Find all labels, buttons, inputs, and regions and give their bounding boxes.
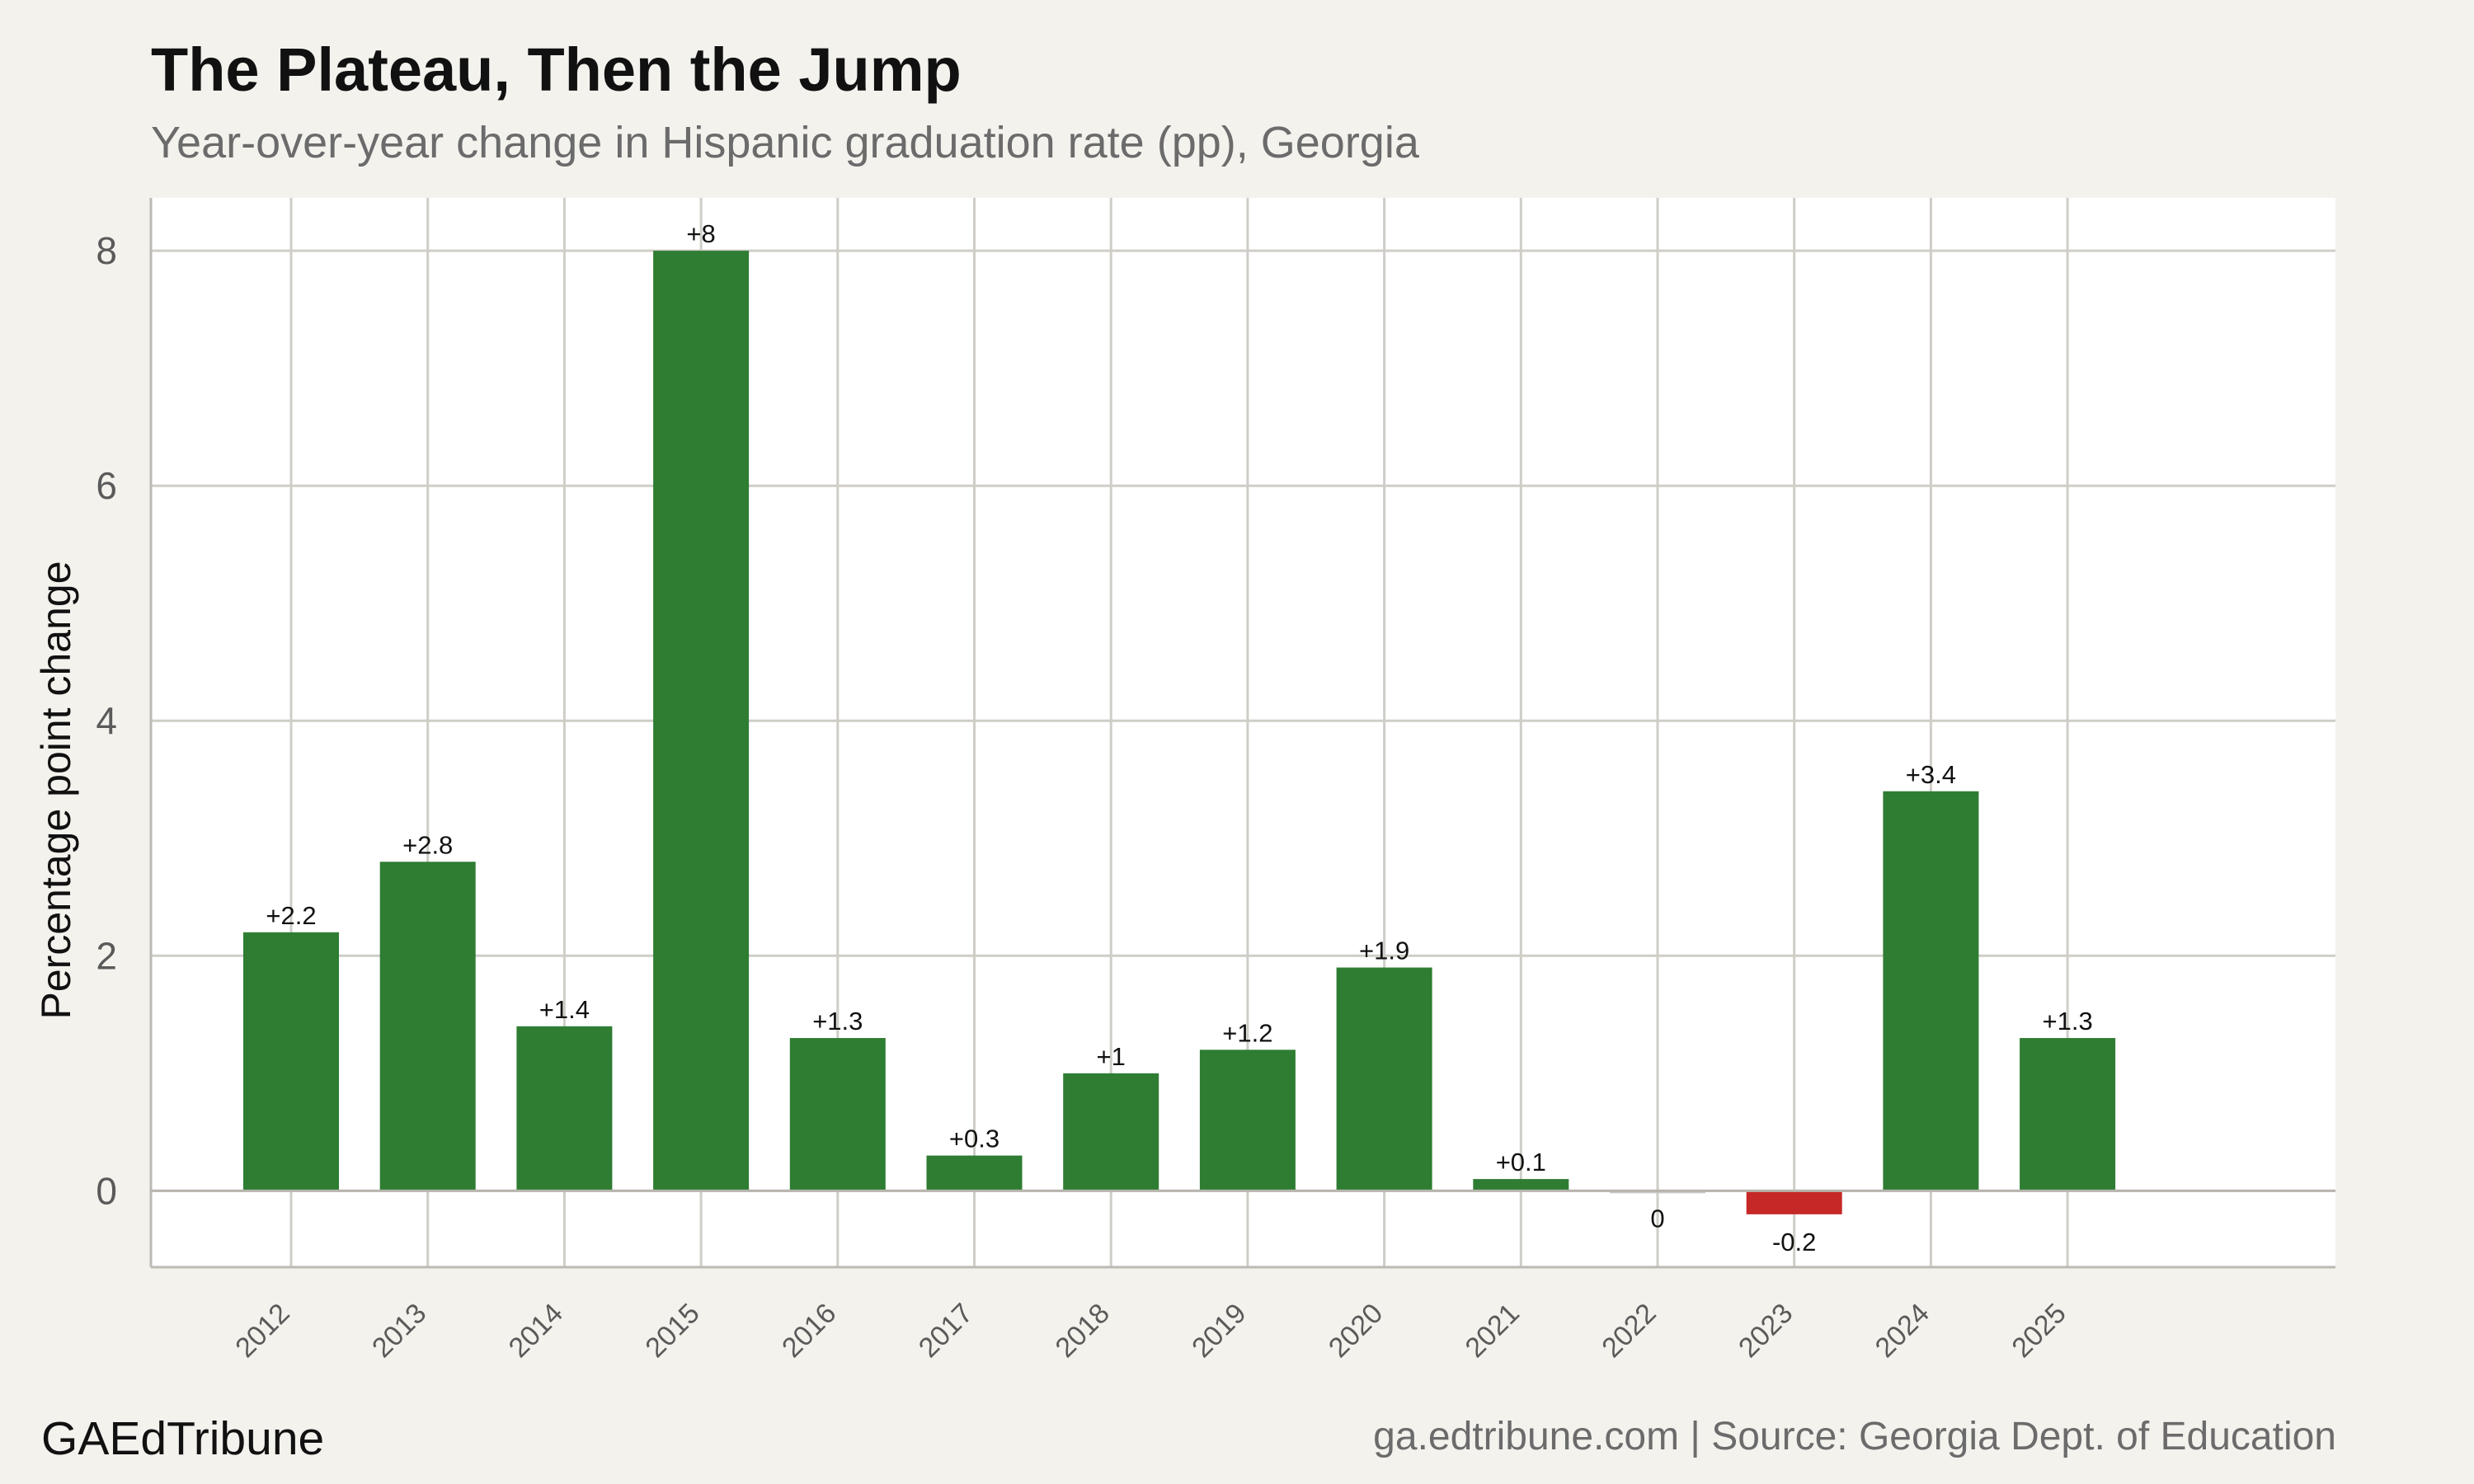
x-tick-label: 2018: [1050, 1298, 1116, 1364]
bar-value-label: +1.9: [1359, 937, 1409, 965]
bar-value-label: +1.4: [539, 995, 590, 1024]
source-credit: ga.edtribune.com | Source: Georgia Dept.…: [1373, 1415, 2336, 1458]
bar: [653, 251, 750, 1191]
x-tick-label: 2015: [639, 1298, 705, 1364]
chart-subtitle: Year-over-year change in Hispanic gradua…: [151, 118, 1419, 167]
bar: [926, 1155, 1023, 1191]
x-tick-label: 2025: [2006, 1298, 2072, 1364]
brand-logo-text: GAEdTribune: [41, 1412, 325, 1465]
bar-value-label: +3.4: [1906, 760, 1956, 789]
x-tick-label: 2020: [1323, 1298, 1389, 1364]
bar-value-label: -0.2: [1772, 1228, 1816, 1256]
y-tick-label: 4: [96, 699, 117, 742]
bar: [1063, 1073, 1159, 1191]
y-tick-label: 8: [96, 229, 117, 272]
x-tick-label: 2021: [1460, 1298, 1526, 1364]
y-axis-title: Percentage point change: [33, 561, 79, 1020]
y-tick-label: 0: [96, 1169, 117, 1212]
bar: [1883, 791, 1979, 1191]
x-tick-label: 2023: [1733, 1298, 1799, 1364]
bar-value-label: +1.3: [812, 1007, 863, 1036]
bar-value-label: +8: [686, 219, 715, 248]
x-tick-label: 2019: [1186, 1298, 1252, 1364]
bar: [379, 862, 476, 1191]
x-tick-label: 2024: [1870, 1298, 1935, 1364]
y-tick-label: 2: [96, 934, 117, 977]
x-tick-label: 2014: [503, 1298, 569, 1364]
bar-value-label: +0.3: [949, 1125, 999, 1153]
bar: [516, 1026, 613, 1191]
bar-value-label: +2.2: [266, 901, 316, 930]
x-tick-label: 2012: [229, 1298, 295, 1364]
bar: [1199, 1050, 1296, 1191]
x-tick-label: 2017: [913, 1298, 979, 1364]
x-tick-label: 2022: [1596, 1298, 1662, 1364]
bar: [1336, 967, 1432, 1191]
chart-title: The Plateau, Then the Jump: [151, 35, 962, 104]
bar: [2020, 1038, 2116, 1191]
bar-value-label: +0.1: [1496, 1148, 1546, 1176]
bar: [1473, 1179, 1569, 1191]
y-tick-label: 6: [96, 464, 117, 507]
x-tick-label: 2013: [366, 1298, 432, 1364]
bar-value-label: +2.8: [402, 830, 453, 859]
bar-value-label: +1.2: [1222, 1018, 1272, 1047]
bar: [243, 932, 339, 1191]
bar: [1746, 1190, 1842, 1214]
x-tick-label: 2016: [776, 1298, 842, 1364]
bar: [789, 1038, 886, 1191]
bar-value-label: +1.3: [2042, 1007, 2092, 1036]
bar-value-label: +1: [1097, 1042, 1126, 1071]
bar-value-label: 0: [1650, 1204, 1664, 1233]
